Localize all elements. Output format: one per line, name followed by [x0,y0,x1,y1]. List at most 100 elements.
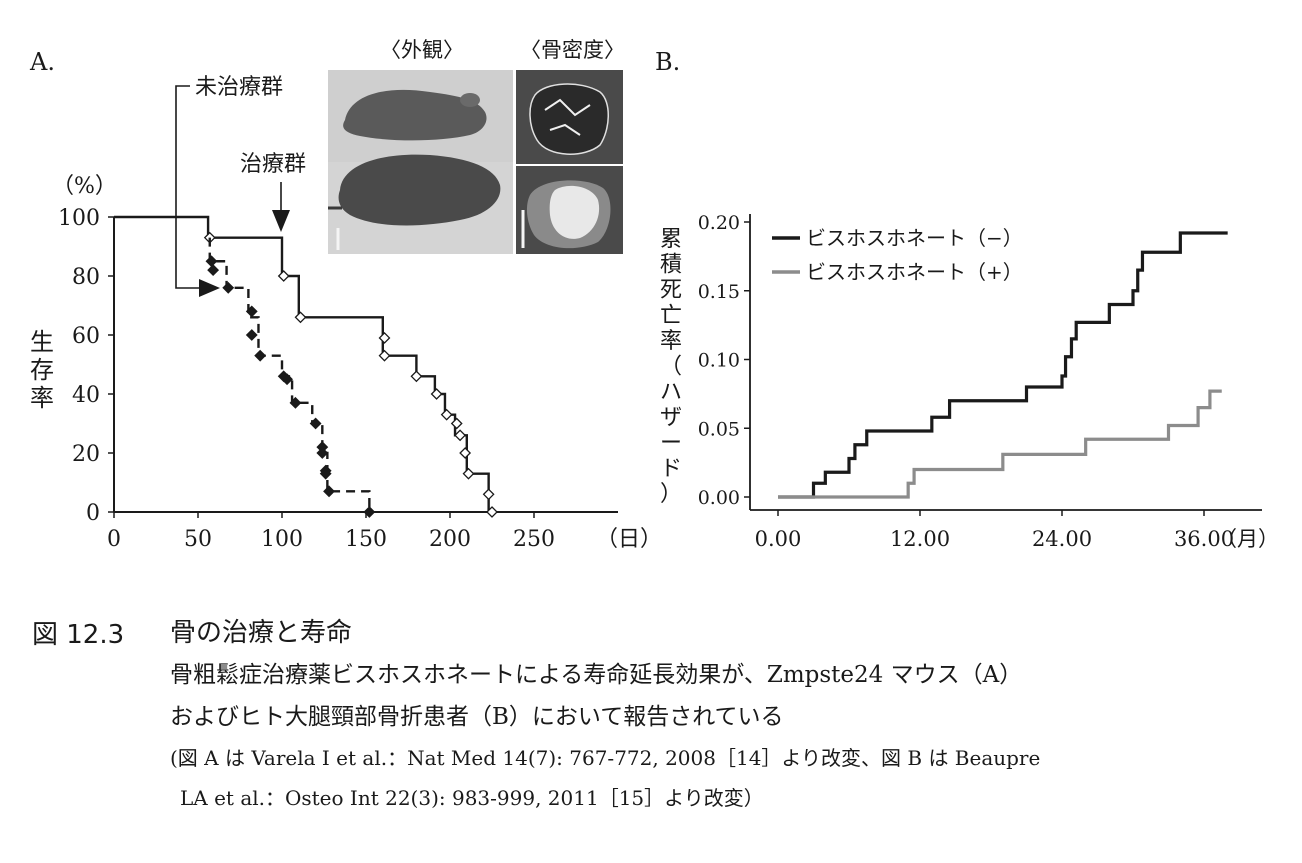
x-tick-label: 150 [345,527,387,552]
bone-treated-inner [549,185,600,239]
treated-data-point [459,447,472,459]
x-tick-label: 50 [184,527,212,552]
treated-arrowhead [272,210,290,232]
treated-data-point [277,270,290,282]
y-axis-label-char: 率 [30,384,54,412]
y-tick-label: 0.00 [698,487,740,509]
series-line-with-bisphosphonate [778,389,1222,499]
treated-data-point [462,467,475,480]
treated-data-point [482,488,495,501]
y-axis-label-char: ー [660,431,682,456]
untreated-data-point [254,349,267,362]
x-unit-label: （日） [596,527,662,552]
y-tick-label: 0 [86,501,100,526]
panel-b-label: B. [655,48,680,76]
y-axis-label-char: ） [660,482,682,507]
y-axis-label-char: （ [660,355,682,380]
panel-a-label: A. [29,48,55,76]
untreated-annotation: 未治療群 [195,75,283,100]
legend: ビスホスホネート（−） ビスホスホネート（+） [772,226,1023,284]
treated-data-point [486,506,498,518]
untreated-data-point [289,396,302,409]
y-tick-label: 0.15 [698,281,740,303]
x-tick-label: 100 [261,527,303,552]
axes [749,214,1262,511]
series-group [114,215,498,518]
caption-line-2: およびヒト大腿頸部骨折患者（B）において報告されている [170,704,784,730]
x-tick-label: 200 [429,527,471,552]
inset-appearance-label: 〈外観〉 [380,38,464,62]
y-axis-label-char: 死 [660,278,682,303]
untreated-data-point [222,281,235,294]
series-line-untreated [208,237,371,512]
y-unit-label: （%） [52,174,117,199]
caption-line-1: 骨粗鬆症治療薬ビスホスホネートによる寿命延長効果が、Zmpste24 マウス（A… [170,662,1023,688]
treated-data-point [450,417,463,430]
figure-number: 図 12.3 [32,620,125,650]
y-axis-label-char: 亡 [660,304,682,329]
treated-data-point [294,311,307,324]
y-tick-label: 100 [58,206,100,231]
treated-data-point [454,429,466,442]
untreated-data-point [323,485,335,498]
treated-data-point [378,349,391,362]
y-tick-label: 80 [72,265,100,290]
caption-line-4: LA et al.：Osteo Int 22(3): 983-999, 2011… [180,786,764,810]
treated-data-point [410,370,423,383]
y-tick-label: 0.10 [698,350,740,372]
x-tick-label: 250 [513,527,555,552]
y-tick-label: 20 [72,442,100,467]
y-tick-label: 60 [72,324,100,349]
treated-data-point [430,388,443,400]
legend-label: ビスホスホネート（+） [806,260,1023,284]
untreated-data-point [205,255,218,268]
series-line-treated [114,215,492,514]
figure-title: 骨の治療と寿命 [170,618,353,648]
y-axis-label-char: ザ [660,406,682,431]
treated-data-point [440,408,453,421]
ticks: 0 50 100 150 200 250 （日） 0 20 40 60 80 100 [58,206,662,552]
ticks: 0.00 12.00 24.00 36.00（月） 0.00 0.05 0.10 0.15 0.… [698,212,1279,551]
y-tick-label: 40 [72,383,100,408]
x-tick-label: 0 [107,527,121,552]
y-axis-label-char: ド [660,457,682,482]
mouse-photo-inset [328,70,513,254]
panel-a: A. （%） 生存率 0 50 100 150 200 250 （日） 0 20 40 60 80 10… [29,38,662,552]
untreated-data-point [363,506,376,518]
untreated-data-point [245,329,258,341]
untreated-leader-line [175,85,200,289]
mouse-untreated-shape [343,89,487,141]
untreated-data-point [245,305,258,318]
y-axis-label-char: 積 [660,253,682,278]
treated-data-point [378,332,391,344]
untreated-arrowhead [199,279,220,297]
treated-annotation: 治療群 [240,152,306,177]
y-axis-label-char: ハ [660,380,682,405]
bone-untreated [529,83,609,155]
bone-density-inset [516,70,623,254]
untreated-data-point [281,373,293,386]
caption-line-3: (図 A は Varela I et al.：Nat Med 14(7): 76… [170,746,1041,770]
inset-bone-density-label: 〈骨密度〉 [520,38,625,62]
y-tick-label: 0.05 [698,418,740,440]
x-tick-label: 12.00 [890,527,950,551]
y-tick-label: 0.20 [698,212,740,234]
x-tick-label: 36.00 [1174,527,1234,551]
y-axis-label-char: 累 [660,227,682,252]
x-tick-label: 0.00 [755,527,802,551]
axes [113,217,618,513]
series-line-without-bisphosphonate [778,231,1228,499]
y-axis-label-char: 率 [660,329,682,354]
untreated-data-point [309,417,322,430]
untreated-data-point [207,264,220,277]
y-axis-label-char: 生 [30,328,54,356]
x-unit-label: （月） [1216,527,1279,551]
y-axis-label-char: 存 [30,356,54,384]
legend-label: ビスホスホネート（−） [806,226,1023,250]
x-tick-label: 24.00 [1032,527,1092,551]
untreated-data-point [316,447,329,459]
y-axis-label: 生存率 [30,328,54,412]
